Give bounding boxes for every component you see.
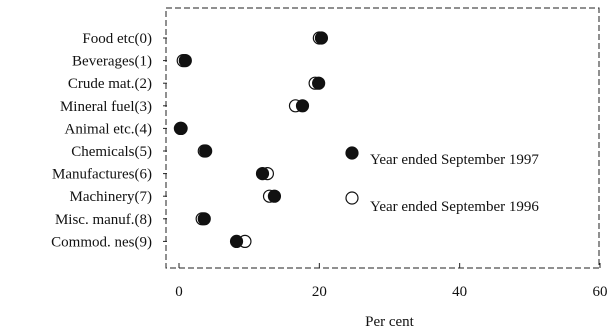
y-axis-labels: Food etc(0) Beverages(1) Crude mat.(2) Mine… bbox=[51, 31, 167, 250]
plot-frame bbox=[165, 7, 600, 269]
legend-marker-1997 bbox=[345, 146, 359, 160]
x-tick-label: 20 bbox=[312, 284, 327, 300]
x-axis-title: Per cent bbox=[365, 314, 415, 330]
legend: Year ended September 1997 Year ended Sept… bbox=[345, 146, 539, 215]
point-1997 bbox=[267, 189, 282, 203]
x-tick-label: 60 bbox=[593, 284, 608, 300]
category-label: Machinery(7) bbox=[70, 189, 152, 205]
point-1997 bbox=[295, 99, 310, 113]
x-tick-label: 0 bbox=[175, 284, 183, 300]
legend-marker-1996 bbox=[345, 191, 359, 205]
category-label: Commod. nes(9) bbox=[51, 234, 152, 250]
category-label: Manufactures(6) bbox=[52, 167, 152, 183]
category-label: Crude mat.(2) bbox=[68, 76, 152, 92]
legend-label-1997: Year ended September 1997 bbox=[370, 152, 539, 168]
point-1997 bbox=[178, 53, 192, 68]
point-1997 bbox=[314, 31, 329, 45]
point-1997 bbox=[255, 167, 270, 181]
x-tick-label: 40 bbox=[452, 284, 467, 300]
point-1997 bbox=[312, 76, 326, 90]
category-label: Chemicals(5) bbox=[71, 144, 152, 160]
legend-label-1996: Year ended September 1996 bbox=[370, 199, 539, 215]
category-label: Food etc(0) bbox=[82, 31, 152, 47]
x-axis: 0 20 40 60 bbox=[175, 263, 608, 300]
category-label: Beverages(1) bbox=[72, 54, 152, 70]
point-1997 bbox=[199, 144, 213, 158]
data-points bbox=[173, 31, 329, 248]
category-label: Misc. manuf.(8) bbox=[55, 212, 152, 228]
point-1997 bbox=[197, 212, 211, 226]
point-1997 bbox=[173, 121, 188, 135]
category-label: Animal etc.(4) bbox=[65, 121, 152, 137]
category-label: Mineral fuel(3) bbox=[60, 99, 152, 115]
point-1997 bbox=[229, 234, 244, 248]
